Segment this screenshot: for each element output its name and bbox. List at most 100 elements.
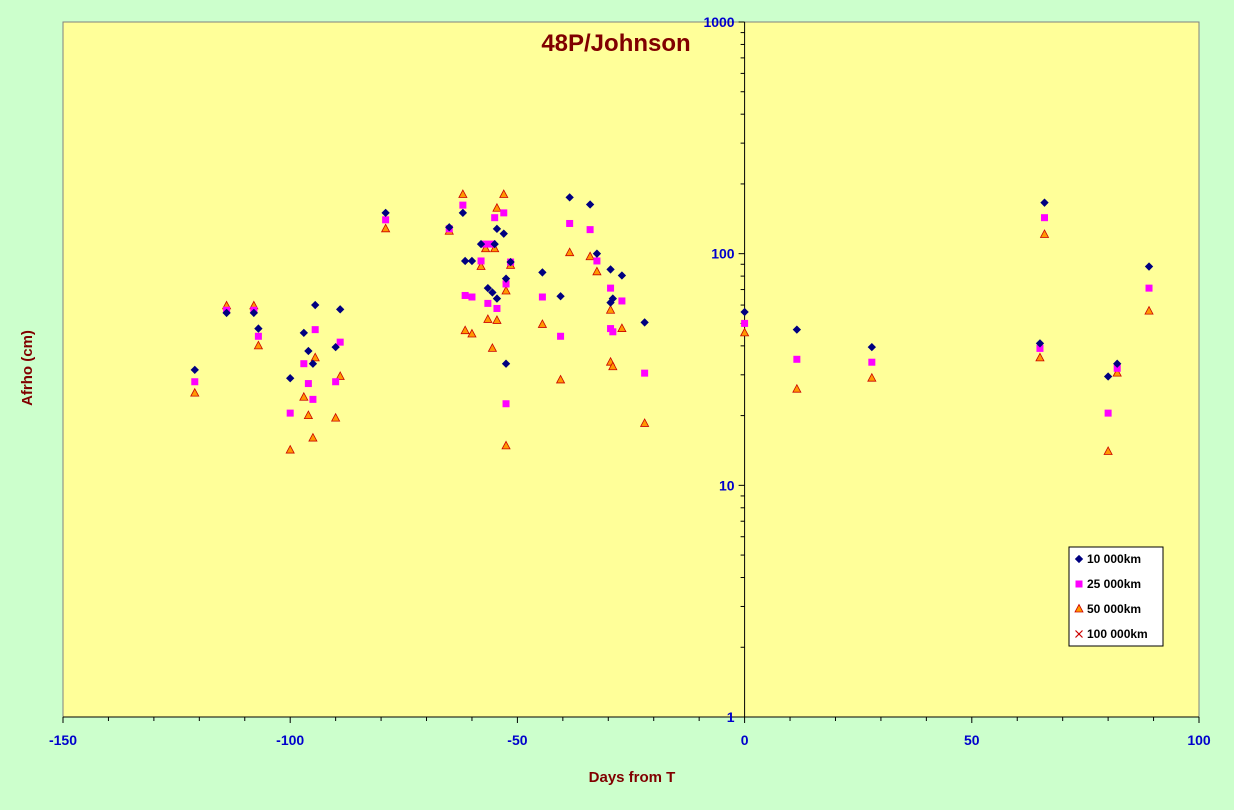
data-point-triangle — [501, 285, 511, 295]
data-point-square — [493, 304, 501, 312]
data-point-diamond — [190, 365, 199, 375]
data-point-diamond — [458, 208, 468, 218]
data-point-diamond — [556, 292, 565, 301]
data-point-diamond — [490, 239, 499, 249]
data-point-triangle — [1103, 446, 1113, 455]
data-point-square — [459, 201, 467, 209]
data-point-square — [254, 332, 262, 340]
data-point-square — [618, 297, 626, 305]
data-point-diamond — [608, 294, 617, 303]
legend-label: 10 000km — [1087, 552, 1141, 566]
legend-marker-triangle — [1074, 603, 1084, 613]
legend-marker-diamond — [1074, 554, 1084, 564]
data-point-diamond — [299, 328, 308, 338]
data-point-diamond — [483, 283, 493, 293]
data-point-diamond — [1040, 198, 1049, 207]
data-point-triangle — [299, 391, 309, 401]
data-point-diamond — [501, 274, 511, 283]
data-point-triangle — [380, 223, 391, 233]
chart-title: 48P/Johnson — [541, 30, 690, 57]
legend-marker-square — [1075, 580, 1083, 588]
x-tick-label: -50 — [507, 732, 527, 748]
data-point-triangle — [585, 251, 595, 261]
data-point-square — [793, 355, 801, 363]
x-marker-stroke — [1075, 630, 1083, 638]
data-point-square — [332, 378, 340, 386]
data-point-triangle — [487, 343, 498, 352]
data-point-square — [502, 280, 510, 288]
data-point-diamond — [740, 307, 749, 317]
data-point-triangle — [1035, 352, 1045, 362]
data-point-diamond — [308, 359, 318, 368]
data-point-triangle — [330, 412, 341, 422]
data-point-square — [538, 293, 546, 301]
data-point-triangle — [476, 261, 486, 270]
data-point-diamond — [592, 249, 602, 258]
data-point-triangle — [467, 328, 477, 338]
data-point-triangle — [253, 340, 264, 350]
y-axis-ticks: 1 10 100 1000 — [703, 14, 745, 725]
data-point-square — [741, 319, 749, 327]
data-point-diamond — [304, 346, 313, 356]
data-point-triangle — [303, 410, 314, 419]
legend-marker-x — [1075, 630, 1083, 638]
data-point-triangle — [499, 189, 509, 198]
data-point-diamond — [538, 268, 547, 277]
y-axis-title: Afrho (cm) — [19, 330, 36, 406]
data-point-diamond — [492, 224, 502, 233]
data-point-diamond — [506, 257, 515, 267]
data-point-diamond — [488, 288, 497, 297]
data-point-square — [607, 284, 615, 292]
data-point-square — [286, 409, 294, 417]
y-tick-label: 100 — [711, 246, 735, 262]
data-point-diamond — [467, 256, 477, 266]
data-point-triangle — [639, 418, 650, 427]
data-point-triangle — [792, 383, 802, 393]
data-point-diamond — [249, 308, 259, 318]
data-point-square — [309, 395, 317, 403]
data-point-triangle — [492, 202, 502, 212]
data-point-diamond — [476, 239, 486, 249]
data-point-diamond — [1035, 339, 1045, 348]
x-tick-label: 0 — [741, 732, 749, 748]
data-point-triangle — [608, 361, 618, 371]
data-point-diamond — [1113, 359, 1122, 368]
data-point-square — [502, 400, 510, 408]
data-point-diamond — [381, 208, 390, 218]
data-point-square — [300, 360, 308, 368]
data-point-diamond — [867, 342, 876, 352]
x-tick-label: -150 — [49, 732, 77, 748]
data-point-square — [477, 257, 485, 265]
data-point-diamond — [286, 374, 295, 383]
data-point-diamond — [585, 200, 595, 209]
data-point-square — [566, 219, 574, 227]
data-point-square — [468, 293, 476, 301]
legend-label: 100 000km — [1087, 627, 1148, 641]
data-point-triangle — [617, 323, 627, 332]
x-axis-ticks: -150 -100 -50 0 50 100 — [49, 716, 1211, 748]
data-point-square — [461, 291, 469, 299]
data-point-diamond — [792, 325, 802, 334]
data-point-square — [304, 380, 312, 388]
data-point-square — [593, 257, 601, 265]
data-point-triangle — [190, 387, 200, 397]
data-point-triangle — [537, 319, 548, 328]
data-point-square — [491, 214, 499, 222]
legend-label: 50 000km — [1087, 602, 1141, 616]
x-tick-label: 50 — [964, 732, 980, 748]
y-tick-label: 1 — [727, 709, 735, 725]
x-axis-title: Days from T — [589, 769, 676, 786]
data-point-diamond — [331, 342, 340, 352]
data-point-square — [500, 209, 508, 217]
data-point-diamond — [254, 324, 263, 333]
data-point-triangle — [308, 432, 318, 442]
data-point-diamond — [460, 256, 470, 266]
data-point-square — [482, 240, 490, 248]
data-point-diamond — [499, 229, 508, 238]
data-point-square — [484, 299, 492, 307]
legend-box — [1068, 546, 1164, 647]
data-point-diamond — [1144, 262, 1154, 271]
data-point-square — [191, 378, 199, 386]
data-point-square — [1036, 344, 1044, 352]
